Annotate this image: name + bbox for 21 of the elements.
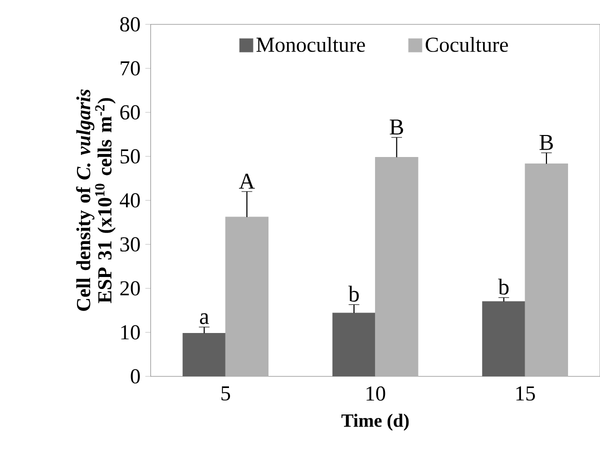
y-tick-label: 0 (130, 369, 140, 384)
y-tick-label: 20 (120, 281, 140, 296)
annotation: a (200, 313, 209, 324)
annotation: b (348, 286, 359, 302)
legend-label: Monoculture (256, 36, 365, 52)
y-tick-label: 70 (120, 61, 140, 76)
legend-label: Coculture (426, 36, 508, 52)
x-tick-label: 10 (366, 386, 386, 401)
annotation: B (540, 135, 553, 150)
y-tick-label: 40 (120, 193, 140, 208)
x-tick-label: 5 (221, 386, 230, 400)
annotation: A (238, 174, 255, 189)
x-tick-label: 15 (516, 386, 535, 401)
y-tick-label: 30 (120, 237, 140, 252)
annotation: b (498, 278, 509, 295)
annotation: B (390, 120, 404, 134)
x-axis-title: Time (d) (341, 414, 409, 431)
y-tick-label: 10 (121, 325, 140, 340)
y-tick-label: 50 (120, 149, 140, 164)
y-tick-label: 60 (120, 105, 140, 120)
y-tick-label: 80 (120, 17, 140, 32)
